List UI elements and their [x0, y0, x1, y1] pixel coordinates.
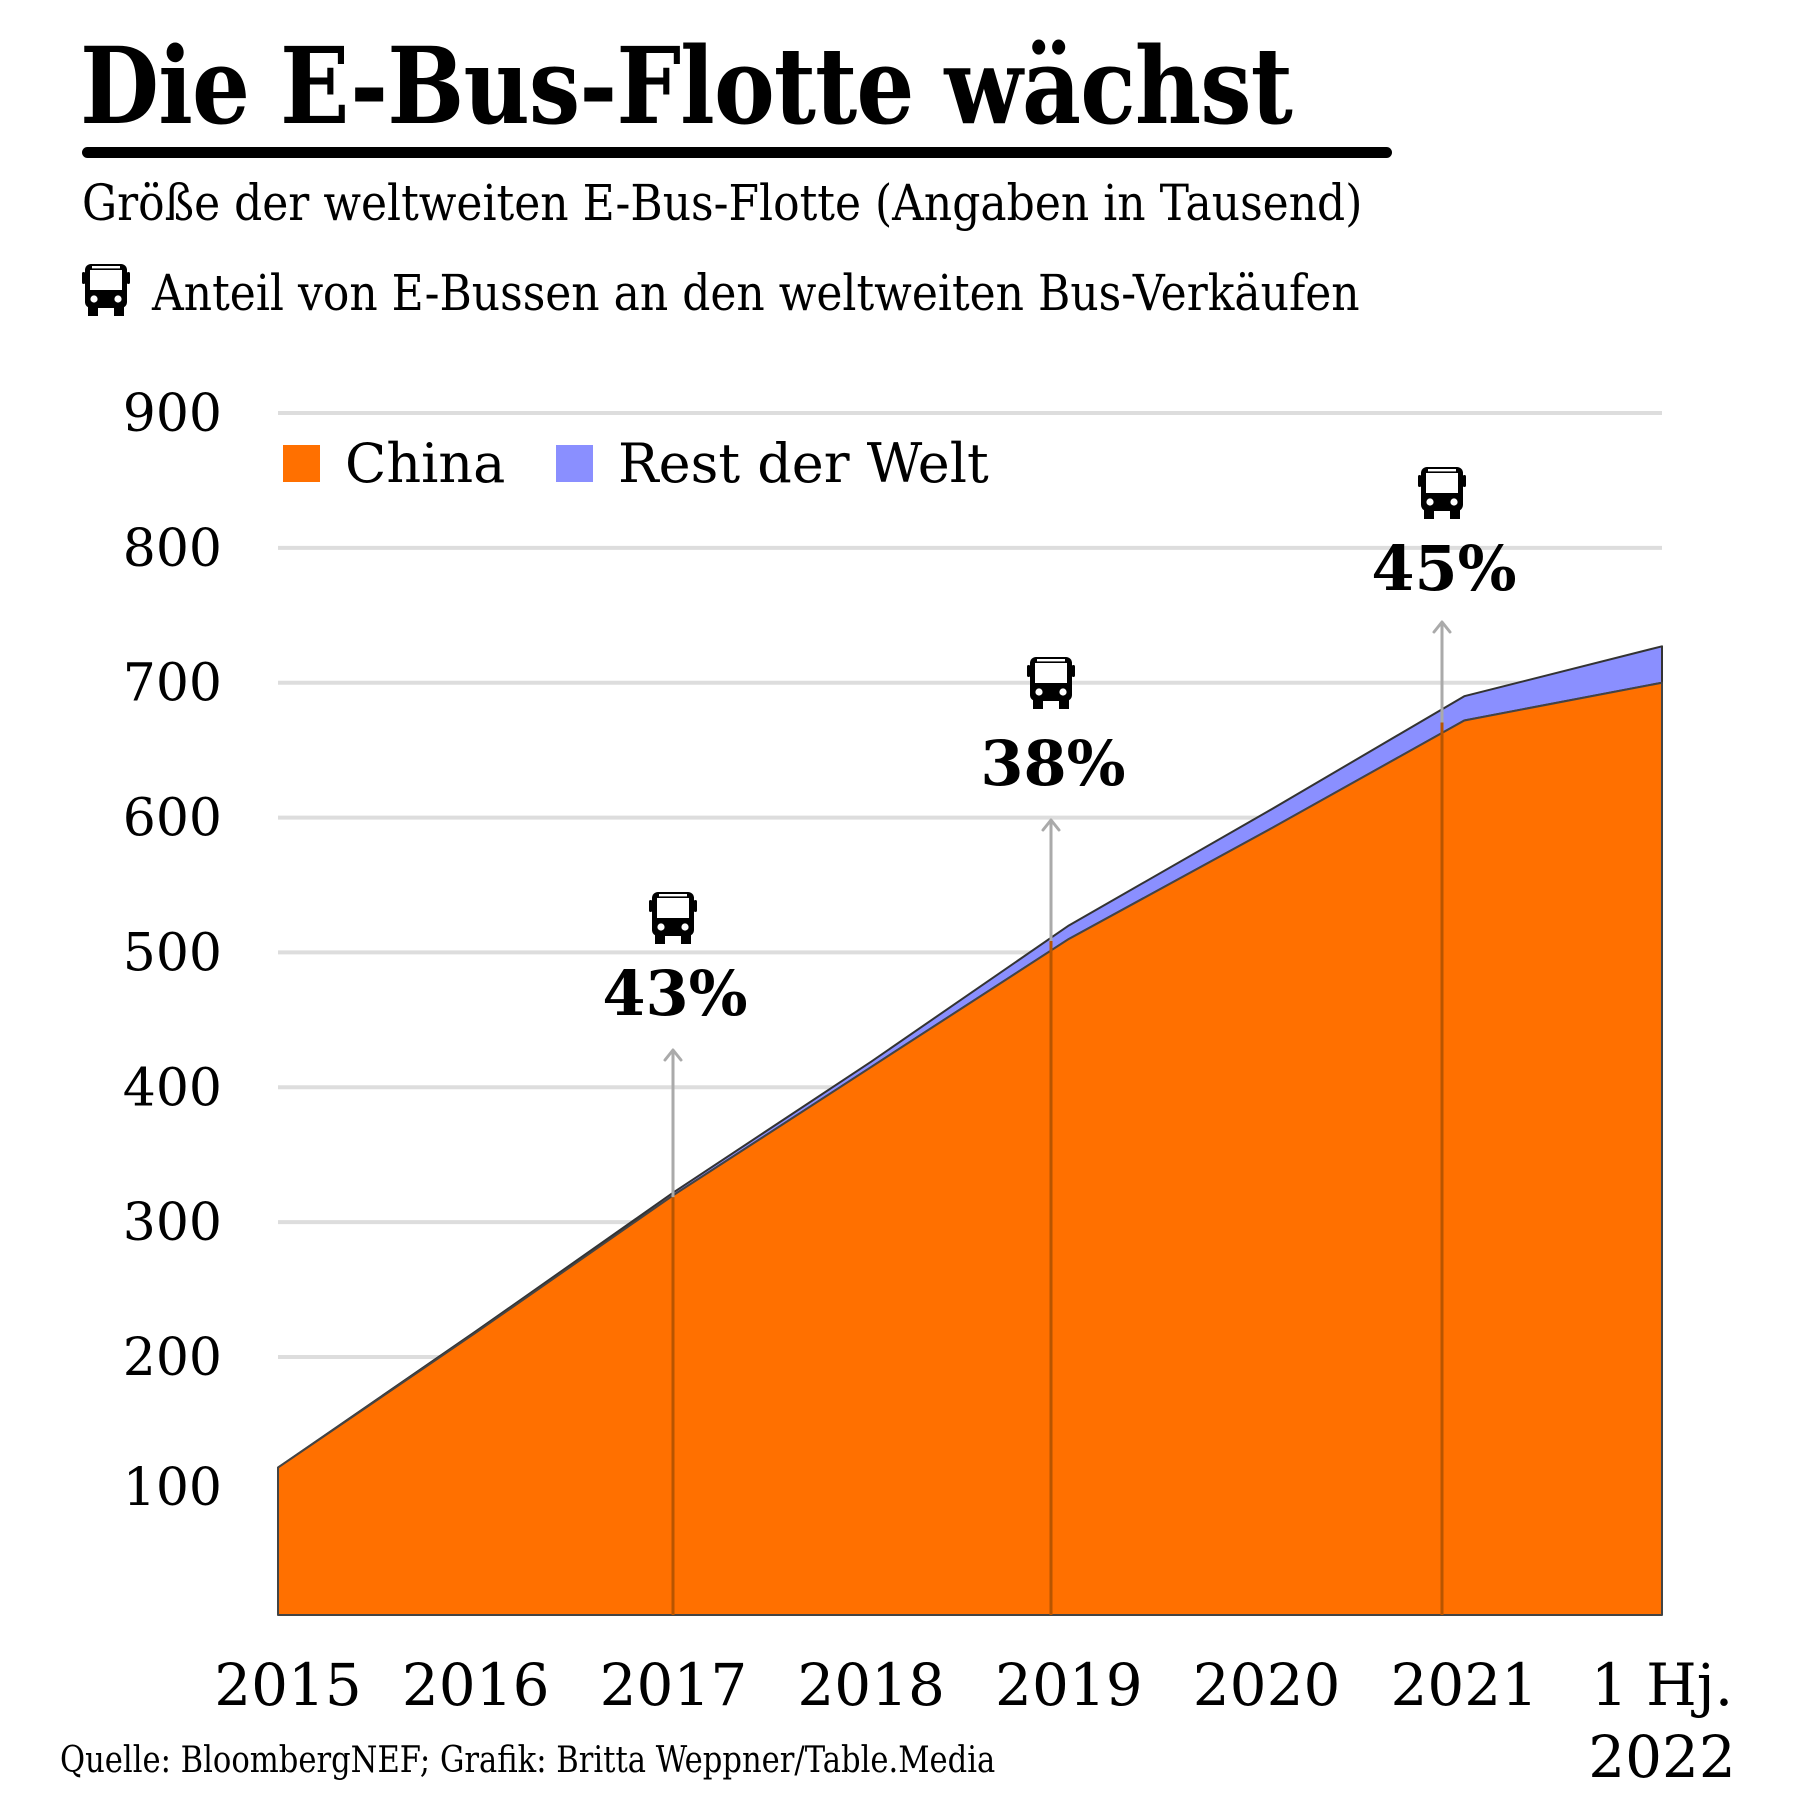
- x-tick-label: 2017: [600, 1651, 748, 1719]
- x-tick-label: 2020: [1193, 1651, 1341, 1719]
- bus-wheel-right: [1450, 509, 1460, 519]
- chart-subtitle-share: Anteil von E-Bussen an den weltweiten Bu…: [82, 262, 1524, 324]
- bus-mirror-right: [1462, 475, 1466, 487]
- bus-headlight-right: [1450, 498, 1458, 506]
- area-china: [277, 681, 1663, 1616]
- chart-annotations: 43% 38% 45%: [602, 467, 1517, 1030]
- x-tick-label: 2022: [1588, 1723, 1736, 1791]
- bus-top-strip: [1428, 469, 1456, 472]
- y-tick-label: 600: [123, 789, 222, 849]
- legend-swatch-rest-der-welt: [556, 445, 593, 482]
- subtitle-share-text: Anteil von E-Bussen an den weltweiten Bu…: [152, 263, 1360, 322]
- bus-windshield: [1035, 663, 1067, 683]
- bus-headlight-right: [1059, 688, 1067, 696]
- y-tick-label: 800: [123, 519, 222, 579]
- y-axis-ticks: 100 200 300 400 500 600 700 800 900: [123, 384, 222, 1518]
- chart-legend: China Rest der Welt: [283, 432, 989, 495]
- y-tick-label: 400: [123, 1058, 222, 1118]
- annotation-arrows: [663, 620, 1452, 1615]
- bus-headlight-left: [1426, 498, 1434, 506]
- x-tick-label: 1 Hj.: [1591, 1651, 1733, 1719]
- bus-wheel-left: [655, 934, 665, 944]
- arrow-head-icon: [1432, 620, 1452, 634]
- bus-windshield: [1426, 473, 1458, 493]
- y-tick-label: 100: [123, 1458, 222, 1518]
- bus-mirror-left: [1027, 665, 1031, 677]
- bus-headlight-left: [657, 923, 665, 931]
- annotation-label: 43%: [602, 957, 747, 1030]
- legend-label-rest-der-welt: Rest der Welt: [618, 432, 989, 495]
- y-tick-label: 700: [123, 654, 222, 714]
- chart-title: Die E-Bus-Flotte wächst: [80, 23, 1293, 148]
- y-tick-label: 500: [123, 923, 222, 983]
- y-tick-label: 900: [123, 384, 222, 444]
- legend-swatch-china: [283, 445, 320, 482]
- bus-windshield: [657, 898, 689, 918]
- bus-mirror-right: [693, 900, 697, 912]
- annotation-label: 45%: [1371, 532, 1516, 605]
- x-tick-label: 2016: [402, 1651, 550, 1719]
- bus-icon: [82, 264, 130, 316]
- bus-icon: [1027, 657, 1075, 709]
- bus-wheel-left: [1033, 699, 1043, 709]
- chart-areas: [277, 645, 1663, 1616]
- chart-subtitle: Größe der weltweiten E-Bus-Flotte (Angab…: [82, 174, 1363, 232]
- y-tick-label: 200: [123, 1328, 222, 1388]
- bus-wheel-right: [1059, 699, 1069, 709]
- bus-icon: [649, 892, 697, 944]
- bus-wheel-left: [1424, 509, 1434, 519]
- bus-icon: [1418, 467, 1466, 519]
- arrow-head-icon: [1041, 818, 1061, 832]
- bus-headlight-left: [1035, 688, 1043, 696]
- bus-mirror-left: [1418, 475, 1422, 487]
- bus-top-strip: [1037, 659, 1065, 662]
- bus-mirror-right: [1071, 665, 1075, 677]
- y-tick-label: 300: [123, 1193, 222, 1253]
- x-axis-ticks: 2015 2016 2017 2018 2019 2020 2021 1 Hj.2022: [214, 1651, 1736, 1791]
- bus-headlight-right: [681, 923, 689, 931]
- bus-mirror-left: [649, 900, 653, 912]
- x-tick-label: 2019: [995, 1651, 1143, 1719]
- legend-label-china: China: [345, 432, 505, 495]
- source-credit: Quelle: BloombergNEF; Grafik: Britta Wep…: [60, 1740, 996, 1781]
- arrow-head-icon: [663, 1048, 683, 1062]
- x-tick-label: 2021: [1390, 1651, 1538, 1719]
- bus-wheel-right: [681, 934, 691, 944]
- title-underline: [82, 147, 1392, 158]
- annotation-label: 38%: [980, 727, 1125, 800]
- bus-top-strip: [659, 894, 687, 897]
- x-tick-label: 2018: [797, 1651, 945, 1719]
- x-tick-label: 2015: [214, 1651, 362, 1719]
